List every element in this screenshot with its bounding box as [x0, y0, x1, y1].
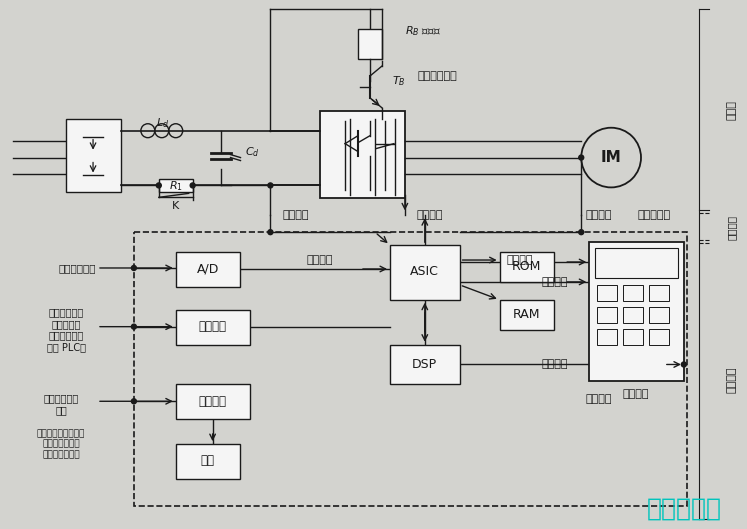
Text: RAM: RAM — [512, 308, 540, 321]
Text: $R_1$: $R_1$ — [169, 179, 183, 193]
Circle shape — [579, 230, 583, 235]
Text: 参数设定: 参数设定 — [623, 389, 649, 399]
Bar — [176, 444, 241, 479]
Bar — [597, 285, 617, 301]
Text: 検测电路: 検测电路 — [727, 215, 737, 240]
Bar — [176, 310, 250, 344]
Circle shape — [681, 362, 686, 367]
Text: 串行通讯: 串行通讯 — [541, 277, 568, 287]
Circle shape — [131, 266, 137, 270]
Bar — [589, 242, 684, 381]
Bar — [597, 329, 617, 344]
Text: 控制电路: 控制电路 — [727, 366, 737, 393]
Text: IM: IM — [601, 150, 622, 165]
Circle shape — [579, 155, 583, 160]
Bar — [500, 252, 554, 282]
Bar — [623, 285, 643, 301]
Text: 多功能开集电极输出
多功能脉冲输出
多功能模拟输出: 多功能开集电极输出 多功能脉冲输出 多功能模拟输出 — [37, 429, 85, 459]
Text: 输出接口: 输出接口 — [199, 395, 226, 408]
Text: 泵生电压限制: 泵生电压限制 — [418, 71, 458, 81]
Circle shape — [156, 183, 161, 188]
Bar — [176, 252, 241, 287]
Bar — [623, 307, 643, 323]
Text: 自动秒链接: 自动秒链接 — [646, 497, 722, 521]
Bar — [134, 232, 686, 506]
Text: $L_d$: $L_d$ — [156, 116, 170, 130]
Bar — [649, 329, 669, 344]
Bar — [390, 245, 459, 300]
Text: 温度検测: 温度検测 — [506, 255, 533, 265]
Text: 接上位机: 接上位机 — [586, 394, 613, 404]
Text: $C_d$: $C_d$ — [245, 145, 260, 159]
Text: 显示: 显示 — [201, 454, 214, 468]
Text: 遥控器面板: 遥控器面板 — [637, 210, 671, 220]
Circle shape — [190, 183, 195, 188]
Text: 控制输入信号
正反转启动
多级速度设定
（接 PLC）: 控制输入信号 正反转启动 多级速度设定 （接 PLC） — [46, 307, 86, 352]
Bar — [159, 179, 193, 193]
Bar — [176, 385, 250, 419]
Circle shape — [268, 230, 273, 235]
Text: A/D: A/D — [196, 262, 219, 276]
Text: 控制输出信号
异常: 控制输出信号 异常 — [43, 394, 78, 415]
Circle shape — [131, 324, 137, 329]
Text: 串行通讯: 串行通讯 — [541, 360, 568, 369]
Bar — [390, 344, 459, 385]
Bar — [649, 307, 669, 323]
Text: 频率设定信号: 频率设定信号 — [58, 263, 96, 273]
Text: $R_B$ 动电限: $R_B$ 动电限 — [405, 24, 441, 38]
Bar — [358, 29, 382, 59]
Text: 驱动信号: 驱动信号 — [417, 210, 443, 220]
Text: $T_B$: $T_B$ — [392, 74, 406, 88]
Circle shape — [268, 183, 273, 188]
Bar — [649, 285, 669, 301]
Text: K: K — [172, 202, 179, 211]
Text: 电压検测: 电压検测 — [282, 210, 309, 220]
Text: 电流検测: 电流検测 — [307, 255, 333, 265]
Text: ASIC: ASIC — [410, 266, 439, 278]
Text: 主电路: 主电路 — [727, 100, 737, 120]
Text: ROM: ROM — [512, 260, 541, 273]
Bar — [595, 248, 678, 278]
Bar — [597, 307, 617, 323]
Text: 电流検测: 电流検测 — [586, 210, 613, 220]
Bar — [623, 329, 643, 344]
Bar — [500, 300, 554, 330]
Circle shape — [131, 399, 137, 404]
Bar — [66, 119, 121, 193]
Text: 输入接口: 输入接口 — [199, 320, 226, 333]
Text: DSP: DSP — [412, 358, 438, 371]
Bar — [320, 111, 405, 198]
